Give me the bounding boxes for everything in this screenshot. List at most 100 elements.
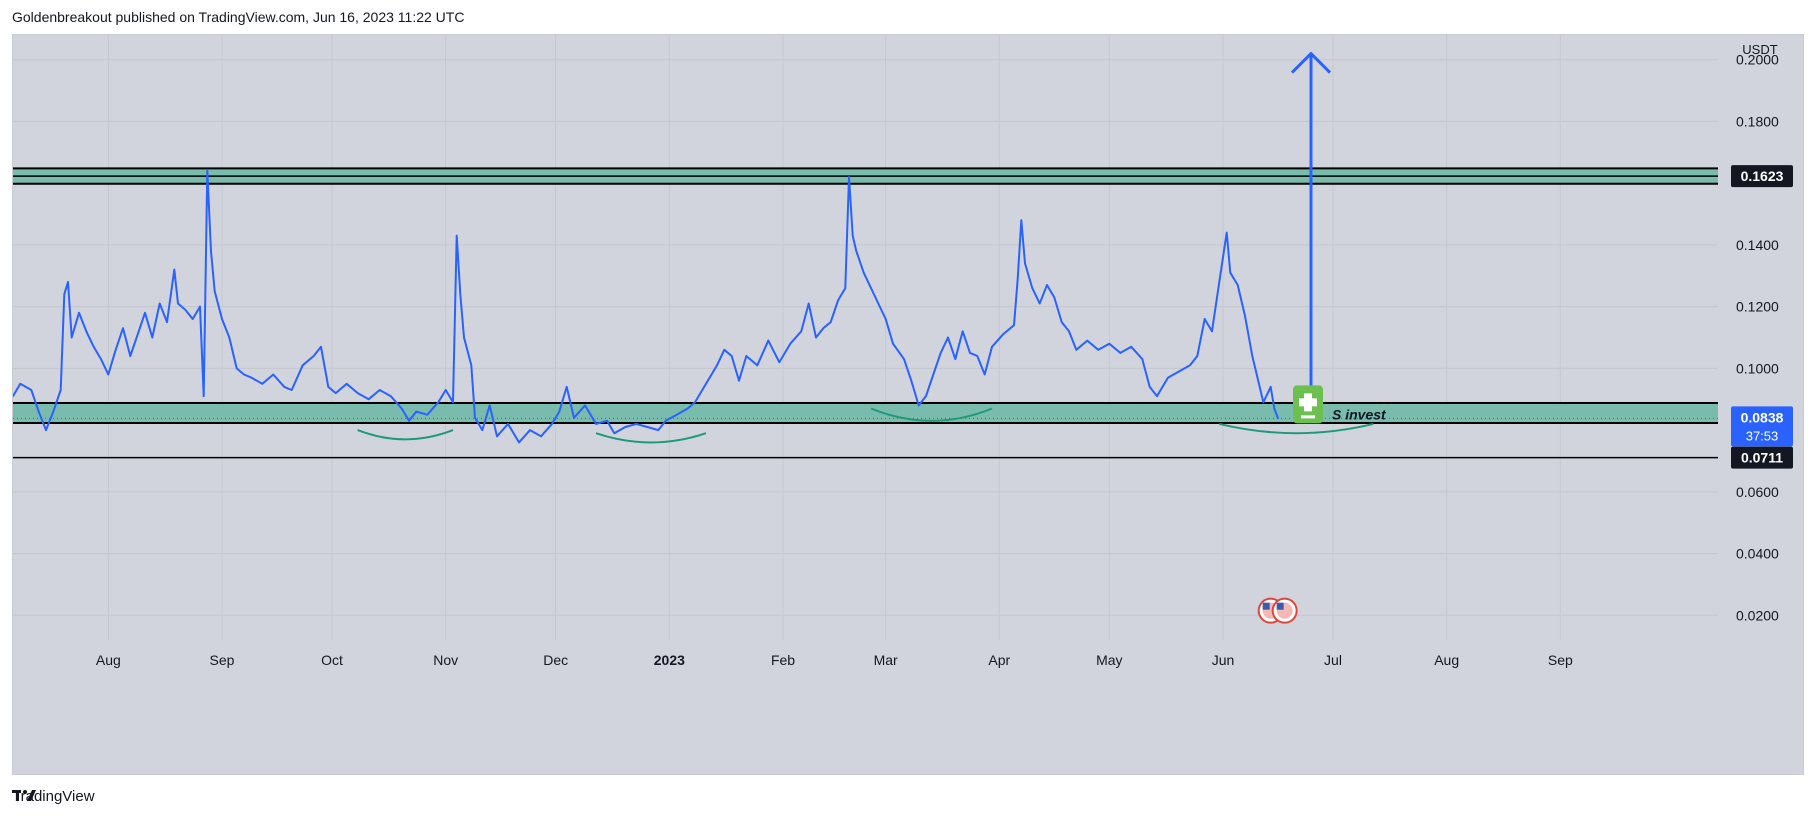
price-point (455, 234, 458, 237)
y-tick-label: 0.0400 (1736, 546, 1779, 562)
price-point (290, 389, 293, 391)
price-point (1119, 352, 1122, 354)
footer-brand[interactable]: TradingView (12, 788, 95, 805)
price-point (312, 355, 315, 357)
projection-arrow[interactable] (1290, 52, 1332, 410)
price-point (283, 386, 286, 388)
price-point (613, 432, 616, 434)
price-point (59, 389, 62, 391)
series-layer (13, 169, 1279, 444)
price-point (708, 376, 711, 379)
price-point (177, 302, 179, 305)
publish-attribution: Goldenbreakout published on TradingView.… (12, 9, 465, 25)
x-tick-label: Feb (771, 652, 795, 668)
price-point (199, 305, 201, 308)
x-tick-label: Aug (96, 652, 121, 668)
chart-area[interactable]: S invest USDT 0.2000 0.1800 0.1400 0.1200 0.1… (12, 34, 1804, 775)
price-point (1196, 355, 1199, 357)
price-point (910, 379, 913, 382)
price-point (624, 426, 627, 428)
price-point (1211, 330, 1213, 333)
y-tick-label: 0.1200 (1736, 299, 1779, 315)
price-point (1269, 386, 1272, 388)
level-lines (13, 175, 1718, 459)
price-point (1075, 349, 1078, 351)
price-point (45, 429, 47, 431)
price-point (235, 367, 238, 370)
price-point (767, 339, 770, 342)
price-point (474, 416, 476, 419)
price-point (925, 395, 927, 397)
y-tick-label: 0.1800 (1736, 113, 1779, 129)
price-point (19, 383, 22, 385)
price-point (144, 312, 146, 314)
bottom-arcs (357, 407, 1374, 444)
price-point (1148, 386, 1151, 388)
price-point (426, 413, 429, 416)
price-point (837, 299, 839, 302)
time-axis[interactable]: Aug Sep Oct Nov Dec 2023 Feb Mar Apr May Jun Jul Aug… (96, 652, 1573, 668)
price-point (939, 352, 942, 354)
price-point (272, 373, 275, 376)
price-point (1273, 407, 1276, 410)
price-point (52, 410, 55, 413)
annotations-layer: S invest (1257, 385, 1387, 624)
price-point (1244, 315, 1246, 317)
price-point (870, 287, 872, 289)
price-point (114, 349, 117, 351)
price-point (327, 386, 330, 388)
price-point (206, 170, 209, 172)
bottom-arc (1219, 422, 1374, 435)
price-line (13, 169, 1279, 444)
price-point (884, 318, 887, 320)
x-tick-label: Nov (433, 652, 458, 668)
price-point (686, 407, 689, 410)
price-point (243, 373, 245, 376)
zone-band (13, 402, 1718, 424)
price-point (807, 302, 810, 305)
x-tick-label: Mar (874, 652, 898, 668)
price-point (584, 404, 586, 407)
price-point (261, 383, 264, 385)
price-point (829, 321, 832, 323)
price-point (745, 355, 748, 357)
price-point (1225, 231, 1228, 234)
price-point (1016, 278, 1019, 280)
price-point (400, 407, 403, 410)
price-point (1141, 358, 1144, 360)
price-point (507, 423, 509, 425)
price-point (210, 250, 212, 252)
y-tick-label: 0.0200 (1736, 607, 1779, 623)
price-point (1097, 349, 1100, 351)
price-point (1068, 330, 1070, 333)
price-point (851, 234, 854, 237)
y-tick-label: 0.1000 (1736, 360, 1779, 376)
bottom-arc (870, 407, 993, 422)
price-point (63, 293, 66, 296)
price-point (37, 410, 40, 413)
x-tick-label: Sep (210, 652, 235, 668)
price-point (969, 352, 971, 354)
level-badge (1731, 165, 1793, 188)
price-point (903, 358, 905, 360)
price-point (166, 321, 168, 323)
price-point (470, 364, 473, 367)
y-tick-label: 0.2000 (1736, 52, 1779, 68)
price-point (961, 330, 964, 333)
price-point (664, 420, 667, 422)
price-point (1229, 271, 1232, 274)
price-point (1203, 318, 1206, 320)
level-badge (1731, 446, 1793, 469)
price-point (345, 383, 348, 385)
price-point (122, 327, 124, 330)
price-point (646, 426, 649, 428)
price-point (1178, 370, 1180, 373)
price-chart[interactable]: S invest USDT0.20000.18000.14000.12000.1… (13, 35, 1803, 774)
price-point (540, 435, 542, 438)
x-tick-label: 2023 (654, 652, 685, 668)
price-point (92, 345, 95, 348)
price-point (730, 355, 733, 357)
price-point (815, 336, 817, 339)
price-point (13, 395, 14, 397)
